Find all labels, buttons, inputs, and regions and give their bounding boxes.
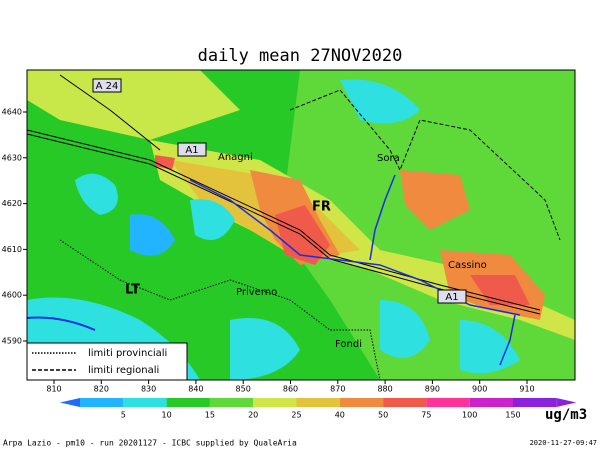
y-tick-label: 4610	[2, 245, 22, 254]
colorbar-segment	[123, 398, 167, 407]
colorbar-segment	[209, 398, 254, 407]
place-label: FR	[312, 200, 331, 215]
map-legend	[26, 342, 188, 381]
map-frame	[26, 69, 576, 381]
y-tick-label: 4600	[2, 291, 22, 300]
x-tick-label: 840	[188, 385, 203, 394]
colorbar-label: 20	[248, 411, 258, 420]
colorbar-label: 5	[121, 411, 126, 420]
colorbar-segment	[80, 398, 124, 407]
colorbar-label: 50	[378, 411, 388, 420]
place-label: Cassino	[448, 260, 487, 271]
place-label: Fondi	[335, 339, 362, 350]
x-tick-label: 910	[519, 385, 534, 394]
road-label-box	[177, 142, 207, 157]
colorbar-label: 10	[162, 411, 172, 420]
y-tick-label: 4590	[2, 337, 22, 346]
colorbar-arrow	[60, 398, 80, 407]
x-tick-label: 830	[141, 385, 156, 394]
colorbar-label: 15	[205, 411, 215, 420]
legend-label: limiti regionali	[88, 365, 159, 376]
colorbar-label: 40	[335, 411, 345, 420]
colorbar-segment	[513, 398, 557, 407]
x-tick-label: 810	[46, 385, 61, 394]
x-tick-label: 880	[377, 385, 392, 394]
y-tick-label: 4620	[2, 199, 22, 208]
colorbar-arrow	[556, 398, 577, 407]
road-label-box	[437, 289, 467, 304]
x-tick-label: 820	[94, 385, 109, 394]
title: daily mean 27NOV2020	[198, 46, 403, 66]
road-label-box	[92, 78, 122, 93]
x-tick-label: 870	[330, 385, 345, 394]
road-label: A1	[445, 292, 458, 303]
colorbar-segment	[166, 398, 210, 407]
footer-right: 2020-11-27-09:47	[530, 439, 597, 447]
colorbar-unit: ug/m3	[545, 407, 587, 423]
pollution-field	[27, 70, 575, 380]
colorbar-segment	[383, 398, 427, 407]
colorbar-label: 100	[462, 411, 477, 420]
x-tick-label: 890	[425, 385, 440, 394]
x-tick-label: 860	[283, 385, 298, 394]
y-tick-label: 4640	[2, 108, 22, 117]
place-label: Anagni	[218, 152, 253, 163]
colorbar-label: 75	[421, 411, 431, 420]
colorbar-segment	[469, 398, 513, 407]
road-label: A 24	[96, 81, 119, 92]
x-tick-label: 900	[472, 385, 487, 394]
place-label: LT	[125, 283, 140, 298]
y-tick-label: 4630	[2, 153, 22, 162]
legend-label: limiti provinciali	[88, 348, 167, 359]
place-label: Sora	[377, 153, 400, 164]
x-tick-label: 850	[236, 385, 251, 394]
footer-left: Arpa Lazio - pm10 - run 20201127 - ICBC …	[3, 439, 297, 448]
colorbar-label: 150	[505, 411, 520, 420]
colorbar-label: 25	[291, 411, 301, 420]
colorbar-segment	[426, 398, 470, 407]
place-label: Priverno	[236, 287, 277, 298]
colorbar-segment	[296, 398, 340, 407]
colorbar-segment	[339, 398, 384, 407]
colorbar-segment	[253, 398, 297, 407]
road-label: A1	[185, 145, 198, 156]
